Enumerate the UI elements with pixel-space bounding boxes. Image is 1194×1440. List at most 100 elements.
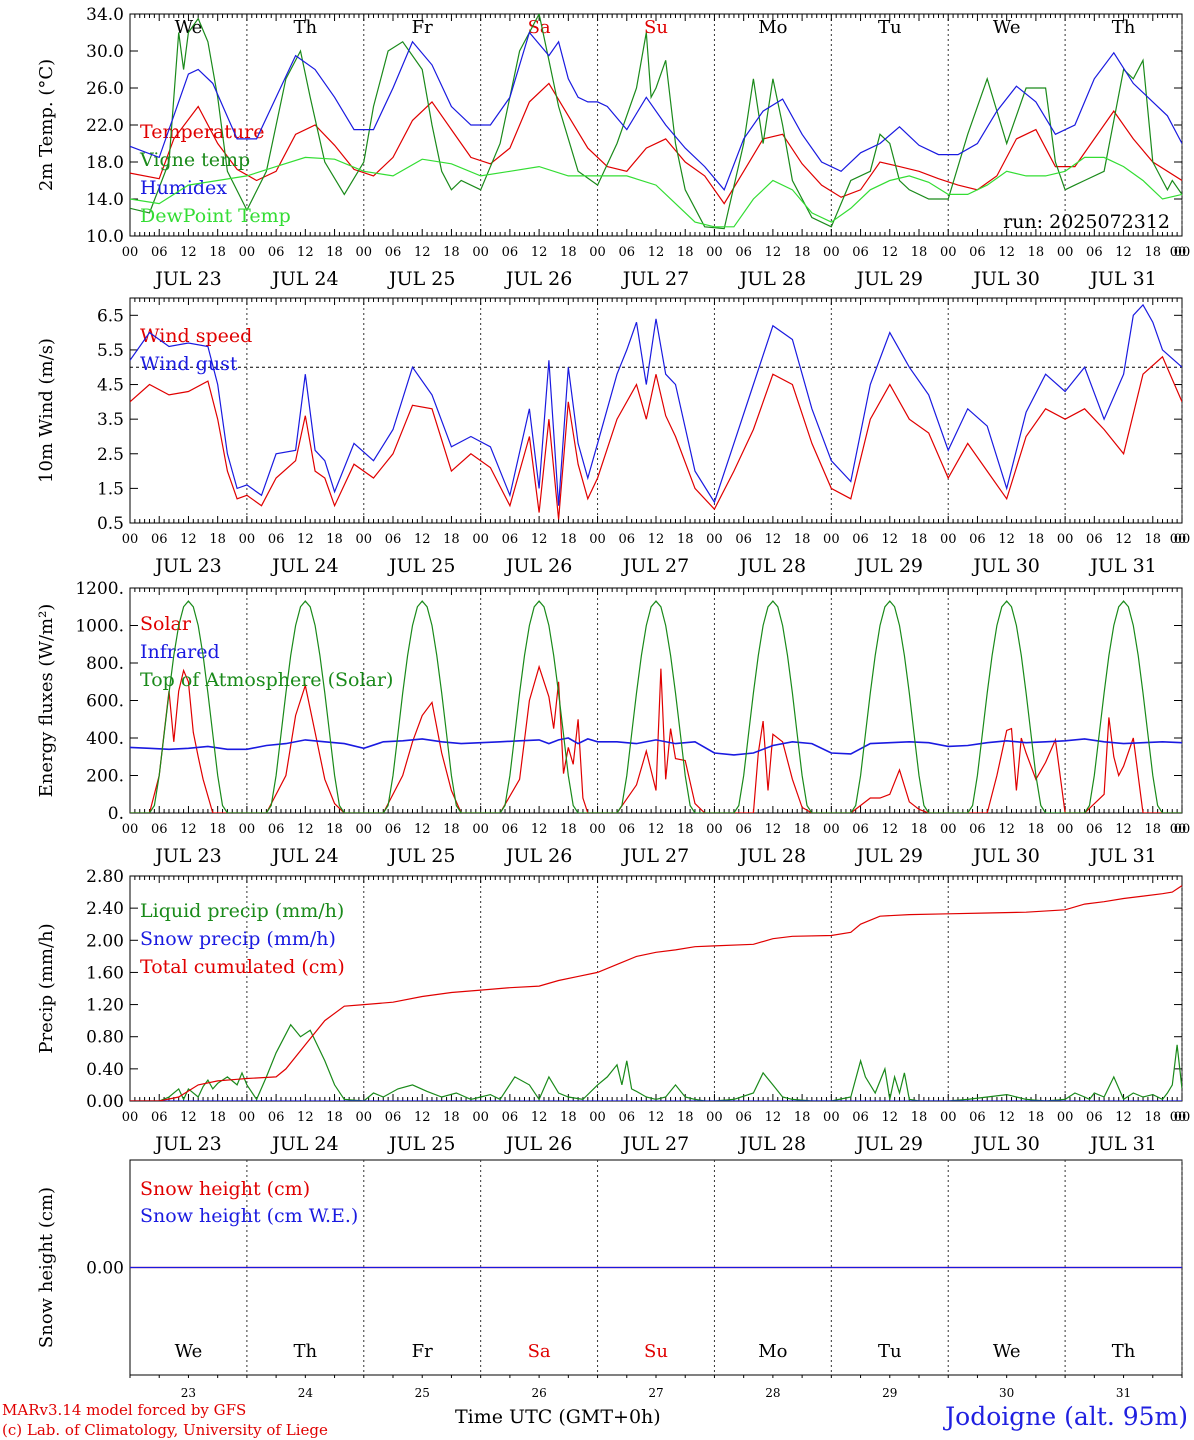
legend-entry: Infrared [140,641,220,663]
hour-tick-label: 12 [765,822,782,837]
hour-tick-label: 00 [940,532,957,547]
y-tick-label: 1.5 [97,479,124,499]
weekday-label: Sa [528,1341,551,1362]
date-label: JUL 26 [504,555,572,577]
y-tick-label: 14.0 [86,190,124,210]
hour-tick-label: 18 [677,245,694,260]
date-label: JUL 25 [387,555,455,577]
hour-tick-label: 00 [1170,532,1187,547]
hour-tick-label: 00 [356,822,373,837]
date-label: JUL 23 [153,268,221,290]
y-tick-label: 1.60 [86,963,124,983]
weekday-label: We [993,1341,1021,1362]
legend-entry: Total cumulated (cm) [140,956,345,978]
plot-frame [129,13,1183,237]
hour-tick-label: 06 [1086,822,1103,837]
hour-tick-label: 18 [560,532,577,547]
hour-tick-label: 00 [1057,532,1074,547]
hour-tick-label: 06 [852,822,869,837]
day-number-label: 31 [1116,1386,1131,1400]
hour-tick-label: 18 [677,1110,694,1125]
day-number-label: 28 [765,1386,780,1400]
legend-entry: Wind gust [140,353,238,375]
y-axis-label: Precip (mm/h) [36,923,57,1053]
hour-tick-label: 00 [472,1110,489,1125]
y-tick-label: 600. [86,692,124,712]
legend-entry: Vigne temp [139,149,250,171]
date-label: JUL 31 [1088,555,1156,577]
legend-entry: Snow precip (mm/h) [140,928,336,950]
hour-tick-label: 12 [765,245,782,260]
hour-tick-label: 00 [823,822,840,837]
date-label: JUL 29 [855,1133,923,1155]
hour-tick-label: 18 [1028,245,1045,260]
date-label: JUL 28 [738,268,806,290]
hour-tick-label: 06 [619,532,636,547]
weekday-label: Fr [412,17,433,38]
hour-tick-label: 18 [911,822,928,837]
hour-tick-label: 18 [209,822,226,837]
hour-tick-label: 12 [180,822,197,837]
hour-tick-label: 18 [326,245,343,260]
date-label: JUL 24 [270,845,338,867]
y-tick-label: 4.5 [97,376,124,396]
hour-tick-label: 18 [677,822,694,837]
date-label: JUL 26 [504,1133,572,1155]
hour-tick-label: 06 [268,532,285,547]
y-tick-label: 34.0 [86,5,124,25]
hour-tick-label: 06 [502,1110,519,1125]
hour-tick-label: 00 [1057,245,1074,260]
hour-tick-label: 06 [385,532,402,547]
hour-tick-label: 18 [560,245,577,260]
y-tick-label: 5.5 [97,341,124,361]
hour-tick-label: 00 [356,1110,373,1125]
weekday-label: Sa [528,17,551,38]
date-label: JUL 24 [270,268,338,290]
hour-tick-label: 06 [969,1110,986,1125]
weekday-label: Tu [878,1341,902,1362]
hour-tick-label: 12 [180,245,197,260]
hour-tick-label: 12 [414,532,431,547]
day-number-label: 25 [415,1386,430,1400]
y-tick-label: 18.0 [86,153,124,173]
legend-entry: Liquid precip (mm/h) [140,900,344,922]
series-line-wind-speed [130,355,1182,520]
hour-tick-label: 18 [911,245,928,260]
hour-tick-label: 06 [268,245,285,260]
hour-tick-label: 00 [472,822,489,837]
hour-tick-label: 18 [443,822,460,837]
weekday-label: Th [1112,17,1136,38]
date-label: JUL 23 [153,845,221,867]
hour-tick-label: 06 [385,245,402,260]
hour-tick-label: 12 [882,822,899,837]
y-tick-label: 3.5 [97,410,124,430]
hour-tick-label: 18 [1028,1110,1045,1125]
hour-tick-label: 18 [209,1110,226,1125]
lab-credit: (c) Lab. of Climatology, University of L… [2,1421,328,1439]
hour-tick-label: 06 [502,532,519,547]
date-label: JUL 29 [855,268,923,290]
hour-tick-label: 06 [1086,1110,1103,1125]
hour-tick-label: 00 [823,532,840,547]
y-tick-label: 6.5 [97,306,124,326]
hour-tick-label: 18 [326,822,343,837]
hour-tick-label: 06 [151,245,168,260]
legend-entry: Solar [140,613,192,635]
weekday-label: Mo [758,17,787,38]
weekday-label: Tu [878,17,902,38]
y-tick-label: 0.5 [97,514,124,534]
hour-tick-label: 00 [940,245,957,260]
legend-entry: Snow height (cm) [140,1178,310,1200]
date-label: JUL 29 [855,845,923,867]
hour-tick-label: 06 [619,822,636,837]
y-tick-label: 1.20 [86,996,124,1016]
hour-tick-label: 06 [619,245,636,260]
weekday-label: Su [644,1341,668,1362]
y-tick-label: 2.40 [86,899,124,919]
hour-tick-label: 12 [882,532,899,547]
date-label: JUL 28 [738,555,806,577]
date-label: JUL 26 [504,845,572,867]
hour-tick-label: 12 [297,532,314,547]
hour-tick-label: 12 [414,822,431,837]
hour-tick-label: 18 [560,1110,577,1125]
